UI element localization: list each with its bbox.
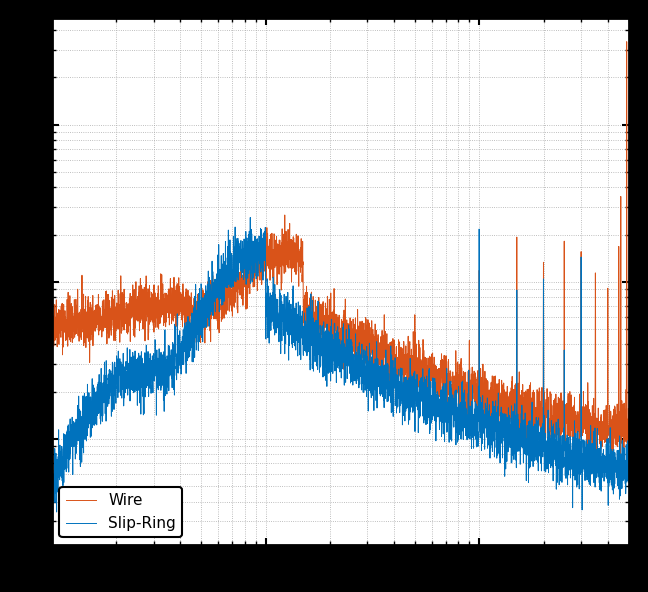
Wire	[467, 377, 475, 384]
Wire	[578, 420, 586, 427]
Slip-Ring	[607, 471, 615, 478]
Wire	[290, 249, 298, 256]
Line: Wire: Wire	[52, 41, 629, 457]
Slip-Ring	[246, 214, 254, 221]
Slip-Ring	[295, 320, 303, 327]
Wire	[322, 311, 330, 318]
Wire	[607, 411, 615, 418]
Legend: Wire, Slip-Ring: Wire, Slip-Ring	[60, 487, 182, 537]
Wire	[48, 313, 56, 320]
Wire	[623, 38, 631, 45]
Slip-Ring	[290, 336, 298, 343]
Slip-Ring	[625, 439, 632, 446]
Line: Slip-Ring: Slip-Ring	[52, 217, 629, 521]
Slip-Ring	[49, 517, 56, 525]
Slip-Ring	[322, 345, 330, 352]
Slip-Ring	[579, 469, 586, 476]
Slip-Ring	[467, 421, 475, 428]
Slip-Ring	[48, 494, 56, 501]
Wire	[617, 453, 625, 461]
Wire	[295, 283, 303, 290]
Wire	[625, 420, 632, 427]
